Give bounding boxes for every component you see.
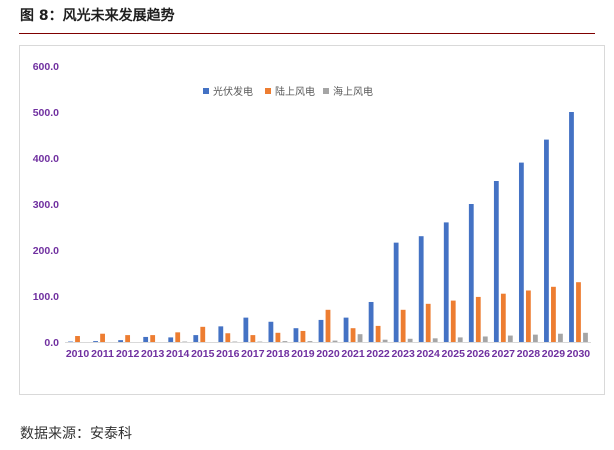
- bar-海上风电-2018: [282, 341, 288, 342]
- legend-swatch-海上风电: [323, 88, 329, 94]
- y-tick-label: 600.0: [33, 61, 59, 73]
- bar-陆上风电-2018: [275, 332, 281, 342]
- bar-光伏发电-2019: [293, 328, 299, 342]
- bar-光伏发电-2028: [518, 162, 524, 342]
- bar-陆上风电-2020: [325, 309, 331, 342]
- bar-陆上风电-2021: [350, 328, 356, 342]
- bar-陆上风电-2024: [425, 303, 431, 342]
- x-tick-label: 2015: [191, 348, 215, 360]
- bar-光伏发电-2016: [218, 326, 224, 342]
- bar-陆上风电-2028: [525, 290, 531, 342]
- x-tick-label: 2016: [216, 348, 240, 360]
- x-tick-label: 2029: [542, 348, 566, 360]
- legend-swatch-陆上风电: [265, 88, 271, 94]
- bar-陆上风电-2017: [250, 335, 256, 342]
- legend-label: 陆上风电: [275, 85, 315, 98]
- x-tick-label: 2028: [517, 348, 541, 360]
- y-tick-label: 400.0: [33, 153, 59, 165]
- bar-光伏发电-2026: [468, 204, 474, 342]
- bar-光伏发电-2030: [569, 112, 574, 342]
- bar-海上风电-2025: [457, 337, 463, 342]
- y-tick-label: 0.0: [44, 337, 59, 349]
- title-divider: [19, 33, 595, 34]
- x-tick-label: 2013: [141, 348, 165, 360]
- x-tick-label: 2018: [266, 348, 290, 360]
- bar-陆上风电-2023: [400, 309, 406, 342]
- bar-海上风电-2019: [307, 341, 313, 342]
- chart-frame: 0.0 100.0 200.0 300.0 400.0 500.0 600.0 2010 201…: [19, 45, 605, 395]
- x-tick-label: 2010: [66, 348, 90, 360]
- source-note: 数据来源：安泰科: [20, 426, 132, 442]
- x-tick-label: 2023: [391, 348, 415, 360]
- bar-陆上风电-2015: [200, 326, 206, 342]
- x-tick-label: 2020: [316, 348, 340, 360]
- bar-光伏发电-2011: [93, 341, 98, 342]
- bar-光伏发电-2029: [544, 139, 549, 342]
- bar-陆上风电-2025: [450, 300, 456, 342]
- x-tick-label: 2026: [467, 348, 491, 360]
- bar-陆上风电-2027: [500, 293, 506, 342]
- bar-光伏发电-2015: [193, 335, 199, 342]
- bar-光伏发电-2017: [243, 317, 249, 342]
- x-tick-label: 2012: [116, 348, 140, 360]
- y-tick-label: 500.0: [33, 107, 59, 119]
- y-tick-label: 300.0: [33, 199, 59, 211]
- bar-海上风电-2029: [558, 333, 563, 342]
- x-tick-label: 2019: [291, 348, 315, 360]
- bar-海上风电-2028: [532, 334, 538, 342]
- x-tick-label: 2014: [166, 348, 190, 360]
- bar-海上风电-2030: [583, 332, 588, 342]
- bar-陆上风电-2022: [375, 325, 381, 342]
- y-tick-label: 100.0: [33, 291, 59, 303]
- bar-光伏发电-2023: [393, 242, 399, 342]
- bar-光伏发电-2014: [168, 337, 174, 342]
- bar-光伏发电-2021: [343, 317, 349, 342]
- bar-陆上风电-2029: [551, 286, 556, 342]
- x-tick-label: 2027: [492, 348, 516, 360]
- bar-光伏发电-2012: [118, 340, 124, 342]
- x-tick-label: 2024: [417, 348, 441, 360]
- legend-swatch-光伏发电: [203, 88, 209, 94]
- bar-陆上风电-2019: [300, 330, 306, 342]
- bar-陆上风电-2011: [100, 333, 105, 342]
- bar-陆上风电-2014: [175, 332, 181, 342]
- x-tick-label: 2030: [567, 348, 591, 360]
- bar-海上风电-2026: [482, 336, 488, 342]
- bar-海上风电-2023: [407, 338, 413, 342]
- bar-海上风电-2020: [332, 340, 338, 342]
- bar-陆上风电-2010: [75, 336, 80, 342]
- bar-光伏发电-2025: [443, 222, 449, 342]
- bar-光伏发电-2013: [143, 336, 149, 342]
- bar-陆上风电-2026: [475, 296, 481, 342]
- bar-海上风电-2024: [432, 338, 438, 342]
- legend-label: 光伏发电: [213, 85, 253, 98]
- x-tick-label: 2022: [366, 348, 390, 360]
- x-tick-label: 2025: [442, 348, 466, 360]
- bar-陆上风电-2013: [150, 335, 156, 342]
- bar-光伏发电-2018: [268, 321, 274, 342]
- bar-光伏发电-2024: [418, 236, 424, 342]
- bar-海上风电-2021: [357, 334, 363, 342]
- bar-陆上风电-2012: [125, 335, 131, 342]
- x-tick-label: 2021: [341, 348, 365, 360]
- x-tick-label: 2017: [241, 348, 265, 360]
- bar-海上风电-2022: [382, 339, 388, 342]
- bar-陆上风电-2030: [576, 282, 581, 342]
- x-tick-label: 2011: [91, 348, 114, 360]
- bar-陆上风电-2016: [225, 333, 231, 342]
- bar-光伏发电-2022: [368, 301, 374, 342]
- legend-label: 海上风电: [333, 85, 373, 98]
- figure-title: 图 8：风光未来发展趋势: [20, 8, 175, 24]
- bar-海上风电-2027: [507, 335, 513, 342]
- y-tick-label: 200.0: [33, 245, 59, 257]
- bar-光伏发电-2027: [493, 181, 499, 342]
- bar-光伏发电-2020: [318, 319, 324, 342]
